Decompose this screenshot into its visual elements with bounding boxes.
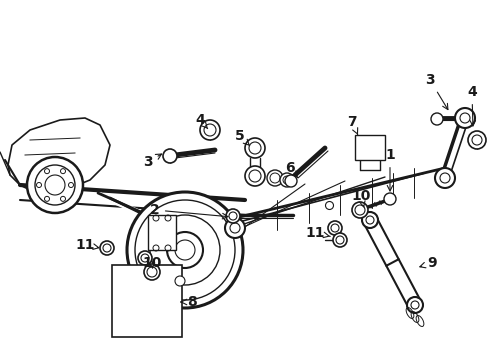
Text: 1: 1 [385,148,394,191]
Text: 4: 4 [466,85,476,126]
Circle shape [127,192,243,308]
Text: 11: 11 [75,238,99,252]
Circle shape [143,264,160,280]
Circle shape [44,168,49,174]
Text: 7: 7 [346,115,357,134]
Text: 10: 10 [142,256,162,270]
Circle shape [100,241,114,255]
Circle shape [244,166,264,186]
Circle shape [430,113,442,125]
Bar [112,265,182,337]
Circle shape [325,202,333,210]
Circle shape [200,120,220,140]
Text: 4: 4 [195,113,207,129]
Text: 3: 3 [425,73,447,109]
Circle shape [37,183,41,188]
Circle shape [383,193,395,205]
Text: 3: 3 [143,154,161,169]
Circle shape [327,221,341,235]
Circle shape [27,157,83,213]
Circle shape [61,168,65,174]
Text: 9: 9 [419,256,436,270]
Text: 2: 2 [150,203,227,219]
Circle shape [225,209,240,223]
Circle shape [44,196,49,201]
Circle shape [244,138,264,158]
Circle shape [332,233,346,247]
Circle shape [351,202,367,218]
Text: 11: 11 [305,226,329,240]
Text: 6: 6 [285,161,297,177]
Text: 5: 5 [235,129,249,146]
Circle shape [68,183,73,188]
Circle shape [163,149,177,163]
Circle shape [138,251,152,265]
Circle shape [167,232,203,268]
Circle shape [280,173,293,187]
Text: 8: 8 [181,295,197,309]
Text: 10: 10 [350,189,370,207]
Circle shape [454,108,474,128]
Circle shape [175,276,184,286]
Circle shape [434,168,454,188]
Circle shape [266,170,283,186]
Circle shape [467,131,485,149]
Circle shape [361,212,377,228]
Bar [354,135,384,160]
Circle shape [406,297,422,313]
Circle shape [61,196,65,201]
Circle shape [224,218,244,238]
Circle shape [285,175,296,187]
Bar [148,215,176,250]
